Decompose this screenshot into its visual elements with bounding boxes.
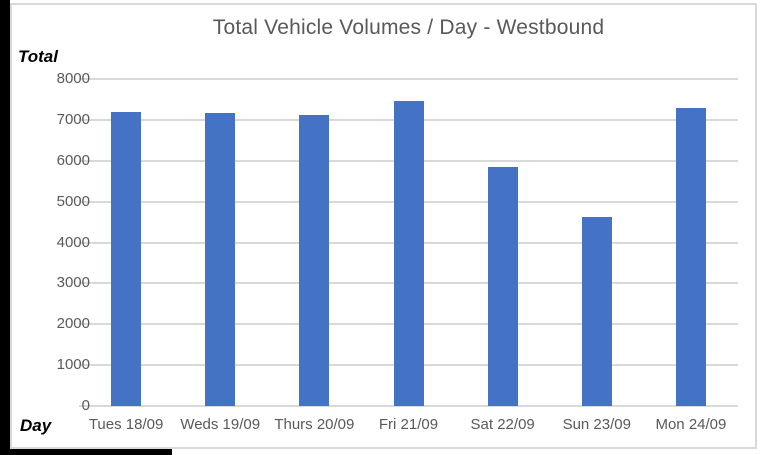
x-tick-label-sat: Sat 22/09	[470, 416, 535, 433]
bar-thurs	[299, 114, 330, 406]
chart-frame: Total Vehicle Volumes / Day - Westbound …	[10, 3, 757, 449]
y-tick-label-0: 0	[81, 397, 90, 414]
gridline-0	[79, 405, 738, 407]
x-tick-label-mon: Mon 24/09	[655, 416, 727, 433]
y-tick-label-2000: 2000	[56, 315, 90, 333]
x-tick-label-weds: Weds 19/09	[180, 416, 261, 433]
window-edge-bottom	[0, 449, 172, 455]
x-tick-label-fri: Fri 21/09	[378, 416, 439, 433]
y-axis-title: Total	[18, 47, 58, 66]
plot-area	[79, 78, 738, 407]
x-tick-label-tues: Tues 18/09	[88, 416, 164, 433]
x-tick-label-sun: Sun 23/09	[562, 416, 631, 433]
y-tick-label-7000: 7000	[56, 110, 90, 128]
y-tick-label-4000: 4000	[56, 233, 90, 251]
bar-sun	[581, 217, 612, 406]
x-axis-title: Day	[20, 416, 52, 435]
y-tick-label-1000: 1000	[56, 356, 90, 374]
bar-sat	[487, 166, 518, 406]
gridline-8000	[79, 78, 738, 80]
y-tick-label-6000: 6000	[56, 151, 90, 169]
bar-weds	[205, 112, 236, 406]
window-edge-left	[0, 0, 10, 455]
y-tick-label-5000: 5000	[56, 192, 90, 210]
bar-tues	[111, 112, 142, 406]
chart-title: Total Vehicle Volumes / Day - Westbound	[212, 16, 605, 39]
y-tick-label-3000: 3000	[56, 274, 90, 292]
x-tick-label-thurs: Thurs 20/09	[274, 416, 355, 433]
bar-fri	[393, 101, 424, 406]
y-tick-label-8000: 8000	[56, 70, 90, 87]
bar-mon	[675, 108, 706, 406]
